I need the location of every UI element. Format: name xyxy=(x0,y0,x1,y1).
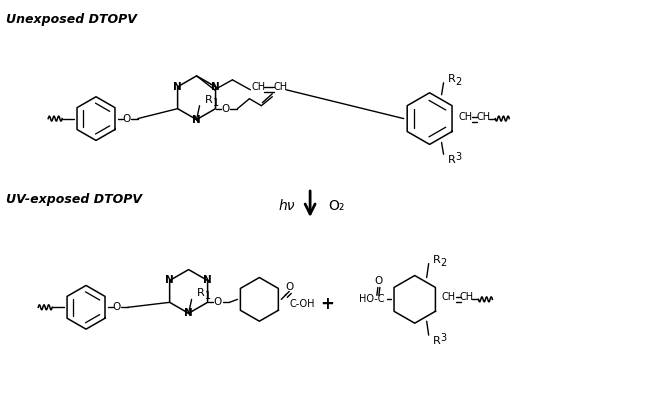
Text: R: R xyxy=(433,336,440,346)
Text: +: + xyxy=(320,296,334,313)
Text: R: R xyxy=(448,155,456,165)
Text: N: N xyxy=(165,275,174,286)
Text: UV-exposed DTOPV: UV-exposed DTOPV xyxy=(6,193,142,206)
Text: HO-C: HO-C xyxy=(359,294,384,305)
Text: O₂: O₂ xyxy=(328,199,344,213)
Text: N: N xyxy=(192,115,201,125)
Text: hν: hν xyxy=(278,199,295,213)
Text: 2: 2 xyxy=(441,258,447,268)
Text: O: O xyxy=(113,302,121,312)
Text: N: N xyxy=(173,82,182,92)
Text: CH: CH xyxy=(476,112,491,122)
Text: CH: CH xyxy=(460,292,474,302)
Text: CH: CH xyxy=(273,82,287,92)
Text: N: N xyxy=(203,275,212,286)
Text: R: R xyxy=(205,95,212,105)
Text: R: R xyxy=(448,74,456,84)
Text: N: N xyxy=(211,82,220,92)
Text: CH: CH xyxy=(442,292,456,302)
Text: O: O xyxy=(221,104,229,114)
Text: Unexposed DTOPV: Unexposed DTOPV xyxy=(6,13,138,26)
Text: CH: CH xyxy=(458,112,472,122)
Text: O: O xyxy=(285,282,293,293)
Text: CH: CH xyxy=(251,82,266,92)
Text: O: O xyxy=(374,277,383,286)
Text: 2: 2 xyxy=(456,77,462,87)
Text: O: O xyxy=(123,113,131,124)
Text: 1: 1 xyxy=(213,98,219,108)
Text: 3: 3 xyxy=(441,333,447,343)
Text: O: O xyxy=(213,297,221,307)
Text: R: R xyxy=(197,289,205,298)
Text: C-OH: C-OH xyxy=(289,299,315,309)
Text: R: R xyxy=(433,255,440,265)
Text: 1: 1 xyxy=(205,291,211,301)
Text: N: N xyxy=(185,308,193,318)
Text: 3: 3 xyxy=(456,152,462,162)
